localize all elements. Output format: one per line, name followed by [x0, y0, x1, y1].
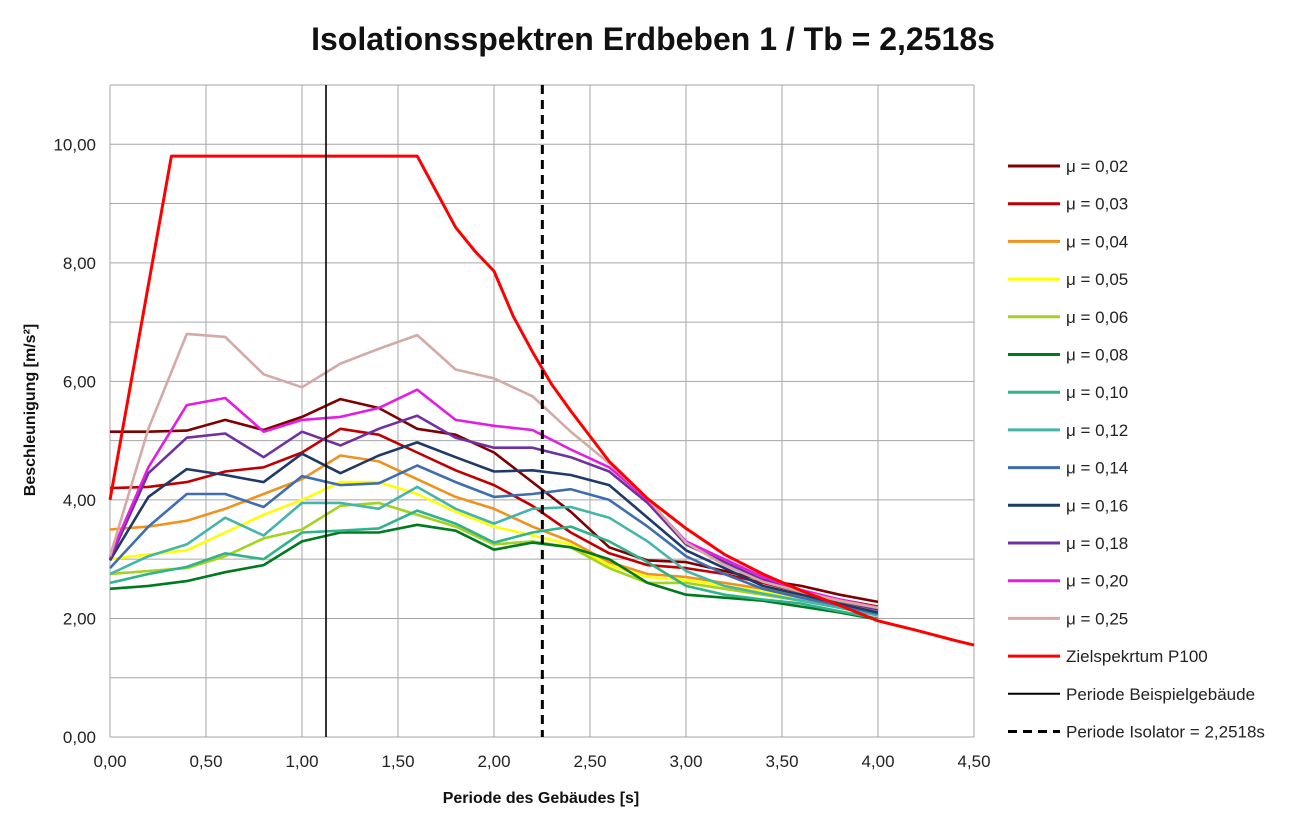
- y-tick-label: 2,00: [63, 609, 96, 628]
- legend-label: μ = 0,05: [1066, 270, 1128, 289]
- legend: μ = 0,02 μ = 0,03 μ = 0,04 μ = 0,05 μ = 0,06…: [1008, 157, 1265, 742]
- legend-label: Zielspekrtum P100: [1066, 647, 1208, 666]
- series-line: [109, 509, 879, 620]
- x-tick-label: 4,00: [861, 752, 894, 771]
- x-tick-label: 2,50: [573, 752, 606, 771]
- x-axis-title: Periode des Gebäudes [s]: [443, 790, 640, 807]
- legend-label: μ = 0,16: [1066, 496, 1128, 515]
- legend-label: Periode Beispielgebäude: [1066, 685, 1255, 704]
- legend-label: μ = 0,12: [1066, 421, 1128, 440]
- series-line: [109, 454, 879, 611]
- series-line: [108, 414, 879, 611]
- x-tick-label: 1,00: [285, 752, 318, 771]
- legend-label: μ = 0,18: [1066, 534, 1128, 553]
- legend-label: μ = 0,14: [1066, 459, 1128, 478]
- series-line: [109, 485, 879, 617]
- series-line: [109, 501, 879, 617]
- x-tick-label: 3,50: [765, 752, 798, 771]
- chart-title: Isolationsspektren Erdbeben 1 / Tb = 2,2…: [311, 21, 995, 57]
- x-tick-label: 0,00: [93, 752, 126, 771]
- y-axis-title: Beschleunigung [m/s²]: [22, 324, 39, 496]
- x-tick-label: 4,50: [957, 752, 990, 771]
- legend-label: μ = 0,06: [1066, 308, 1128, 327]
- legend-label: μ = 0,25: [1066, 609, 1128, 628]
- x-tick-label: 1,50: [381, 752, 414, 771]
- y-tick-label: 6,00: [63, 372, 96, 391]
- y-tick-label: 8,00: [63, 254, 96, 273]
- series-line: [108, 332, 879, 610]
- x-tick-label: 2,00: [477, 752, 510, 771]
- legend-label: μ = 0,20: [1066, 572, 1128, 591]
- series-line: [109, 523, 879, 621]
- legend-label: μ = 0,10: [1066, 383, 1128, 402]
- legend-label: μ = 0,03: [1066, 195, 1128, 214]
- legend-label: Periode Isolator = 2,2518s: [1066, 723, 1265, 742]
- y-tick-label: 10,00: [53, 135, 96, 154]
- series-line: [109, 464, 879, 615]
- plot-area: 0,00 0,50 1,00 1,50 2,00 2,50 3,00 3,50 4,00 4,50…: [53, 84, 991, 771]
- legend-label: μ = 0,04: [1066, 232, 1128, 251]
- legend-label: μ = 0,02: [1066, 157, 1128, 176]
- x-tick-label: 3,00: [669, 752, 702, 771]
- y-tick-label: 0,00: [63, 728, 96, 747]
- series-line: [108, 388, 879, 610]
- x-tick-label: 0,50: [189, 752, 222, 771]
- target-spectrum-line: [108, 154, 975, 647]
- series-line: [108, 441, 879, 614]
- legend-label: μ = 0,08: [1066, 346, 1128, 365]
- y-tick-label: 4,00: [63, 491, 96, 510]
